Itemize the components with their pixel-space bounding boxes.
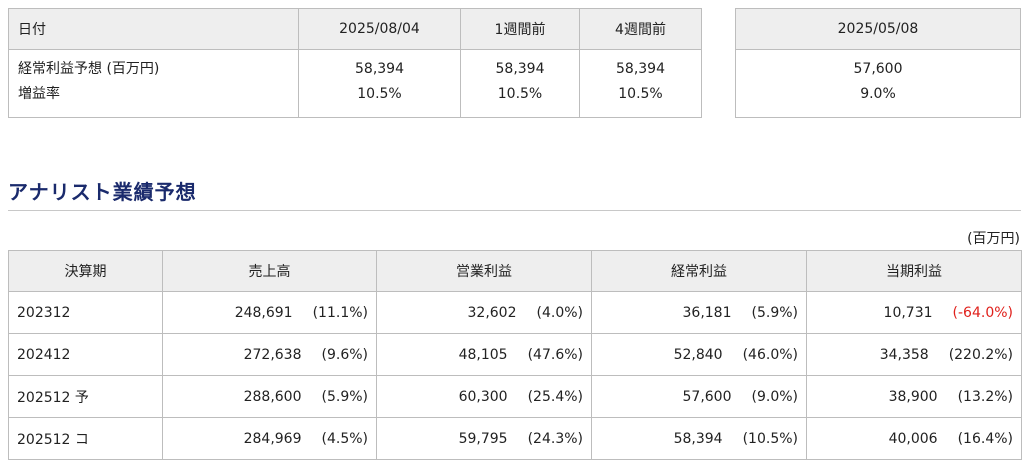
sales-cell: 284,969 (4.5%) xyxy=(162,417,377,460)
section-divider xyxy=(8,210,1021,211)
header-net-profit: 当期利益 xyxy=(806,250,1022,292)
table-row: 202412 272,638 (9.6%) 48,105 (47.6%) 52,84… xyxy=(8,333,1022,376)
cell-change: (5.9%) xyxy=(321,388,369,405)
summary-row-labels: 経常利益予想 (百万円) 増益率 xyxy=(8,49,299,118)
cell-change: (46.0%) xyxy=(742,346,798,363)
cell-value: 284,969 xyxy=(243,430,302,447)
operating-profit-cell: 32,602 (4.0%) xyxy=(376,291,592,334)
summary-col-4week: 4週間前 xyxy=(579,8,702,50)
cell-change: (10.5%) xyxy=(742,430,798,447)
profit-value: 58,394 xyxy=(616,61,665,77)
operating-profit-cell: 60,300 (25.4%) xyxy=(376,375,592,418)
table-row: 202512 予 288,600 (5.9%) 60,300 (25.4%) 57,… xyxy=(8,375,1022,418)
net-profit-cell: 10,731 (-64.0%) xyxy=(806,291,1022,334)
cell-change: (16.4%) xyxy=(957,430,1013,447)
cell-value: 52,840 xyxy=(673,346,723,363)
analyst-forecast-table: 決算期 売上高 営業利益 経常利益 当期利益 202312 248,691 (11… xyxy=(8,250,1022,460)
cell-change: (47.6%) xyxy=(527,346,583,363)
summary-date-header: 日付 xyxy=(8,8,299,50)
cell-value: 48,105 xyxy=(458,346,508,363)
profit-value: 57,600 xyxy=(853,61,903,77)
previous-values: 57,600 9.0% xyxy=(735,49,1021,118)
net-profit-cell: 34,358 (220.2%) xyxy=(806,333,1022,376)
cell-change: (13.2%) xyxy=(957,388,1013,405)
ordinary-profit-cell: 36,181 (5.9%) xyxy=(591,291,807,334)
net-profit-cell: 38,900 (13.2%) xyxy=(806,375,1022,418)
previous-data-row: 57,600 9.0% xyxy=(735,49,1021,118)
unit-label: (百万円) xyxy=(967,231,1020,247)
cell-change: (4.0%) xyxy=(536,304,584,321)
profit-value: 58,394 xyxy=(495,61,545,77)
period-cell: 202512 予 xyxy=(8,375,163,418)
previous-forecast-table: 2025/05/08 57,600 9.0% xyxy=(735,8,1021,118)
cell-value: 288,600 xyxy=(243,388,302,405)
summary-data-row: 経常利益予想 (百万円) 増益率 58,394 10.5% 58,394 10.… xyxy=(8,49,702,118)
forecast-summary-table: 日付 2025/08/04 1週間前 4週間前 経常利益予想 (百万円) 増益率… xyxy=(8,8,702,118)
cell-change: (9.6%) xyxy=(321,346,369,363)
previous-header-row: 2025/05/08 xyxy=(735,8,1021,50)
sales-cell: 248,691 (11.1%) xyxy=(162,291,377,334)
cell-change-negative: (-64.0%) xyxy=(952,304,1013,321)
growth-rate-label: 増益率 xyxy=(18,86,60,102)
header-sales: 売上高 xyxy=(162,250,377,292)
summary-col-1week: 1週間前 xyxy=(460,8,580,50)
sales-cell: 272,638 (9.6%) xyxy=(162,333,377,376)
cell-value: 10,731 xyxy=(883,304,933,321)
net-profit-cell: 40,006 (16.4%) xyxy=(806,417,1022,460)
cell-value: 59,795 xyxy=(458,430,508,447)
previous-date-header: 2025/05/08 xyxy=(735,8,1021,50)
cell-value: 57,600 xyxy=(682,388,732,405)
growth-value: 10.5% xyxy=(618,86,663,102)
ordinary-profit-cell: 58,394 (10.5%) xyxy=(591,417,807,460)
period-cell: 202512 コ xyxy=(8,417,163,460)
cell-value: 32,602 xyxy=(467,304,517,321)
ordinary-profit-cell: 52,840 (46.0%) xyxy=(591,333,807,376)
summary-col-current: 2025/08/04 xyxy=(298,8,461,50)
growth-value: 9.0% xyxy=(860,86,896,102)
ordinary-profit-cell: 57,600 (9.0%) xyxy=(591,375,807,418)
period-cell: 202312 xyxy=(8,291,163,334)
cell-value: 36,181 xyxy=(682,304,732,321)
header-ordinary-profit: 経常利益 xyxy=(591,250,807,292)
forecast-header-row: 決算期 売上高 営業利益 経常利益 当期利益 xyxy=(8,250,1022,292)
cell-value: 248,691 xyxy=(234,304,293,321)
profit-forecast-label: 経常利益予想 (百万円) xyxy=(18,61,160,77)
section-title: アナリスト業績予想 xyxy=(8,180,197,204)
cell-change: (5.9%) xyxy=(751,304,799,321)
cell-value: 34,358 xyxy=(879,346,929,363)
cell-value: 272,638 xyxy=(243,346,302,363)
period-cell: 202412 xyxy=(8,333,163,376)
profit-value: 58,394 xyxy=(355,61,404,77)
cell-value: 58,394 xyxy=(673,430,723,447)
sales-cell: 288,600 (5.9%) xyxy=(162,375,377,418)
operating-profit-cell: 59,795 (24.3%) xyxy=(376,417,592,460)
table-row: 202512 コ 284,969 (4.5%) 59,795 (24.3%) 58,… xyxy=(8,417,1022,460)
cell-change: (11.1%) xyxy=(312,304,368,321)
header-operating-profit: 営業利益 xyxy=(376,250,592,292)
cell-value: 60,300 xyxy=(458,388,508,405)
summary-1week-values: 58,394 10.5% xyxy=(460,49,580,118)
cell-value: 38,900 xyxy=(888,388,938,405)
header-period: 決算期 xyxy=(8,250,163,292)
growth-value: 10.5% xyxy=(497,86,543,102)
cell-change: (4.5%) xyxy=(321,430,369,447)
summary-4week-values: 58,394 10.5% xyxy=(579,49,702,118)
cell-value: 40,006 xyxy=(888,430,938,447)
summary-current-values: 58,394 10.5% xyxy=(298,49,461,118)
cell-change: (220.2%) xyxy=(948,346,1013,363)
summary-header-row: 日付 2025/08/04 1週間前 4週間前 xyxy=(8,8,702,50)
growth-value: 10.5% xyxy=(357,86,402,102)
cell-change: (25.4%) xyxy=(527,388,583,405)
cell-change: (24.3%) xyxy=(527,430,583,447)
operating-profit-cell: 48,105 (47.6%) xyxy=(376,333,592,376)
table-row: 202312 248,691 (11.1%) 32,602 (4.0%) 36,18… xyxy=(8,291,1022,334)
cell-change: (9.0%) xyxy=(751,388,799,405)
